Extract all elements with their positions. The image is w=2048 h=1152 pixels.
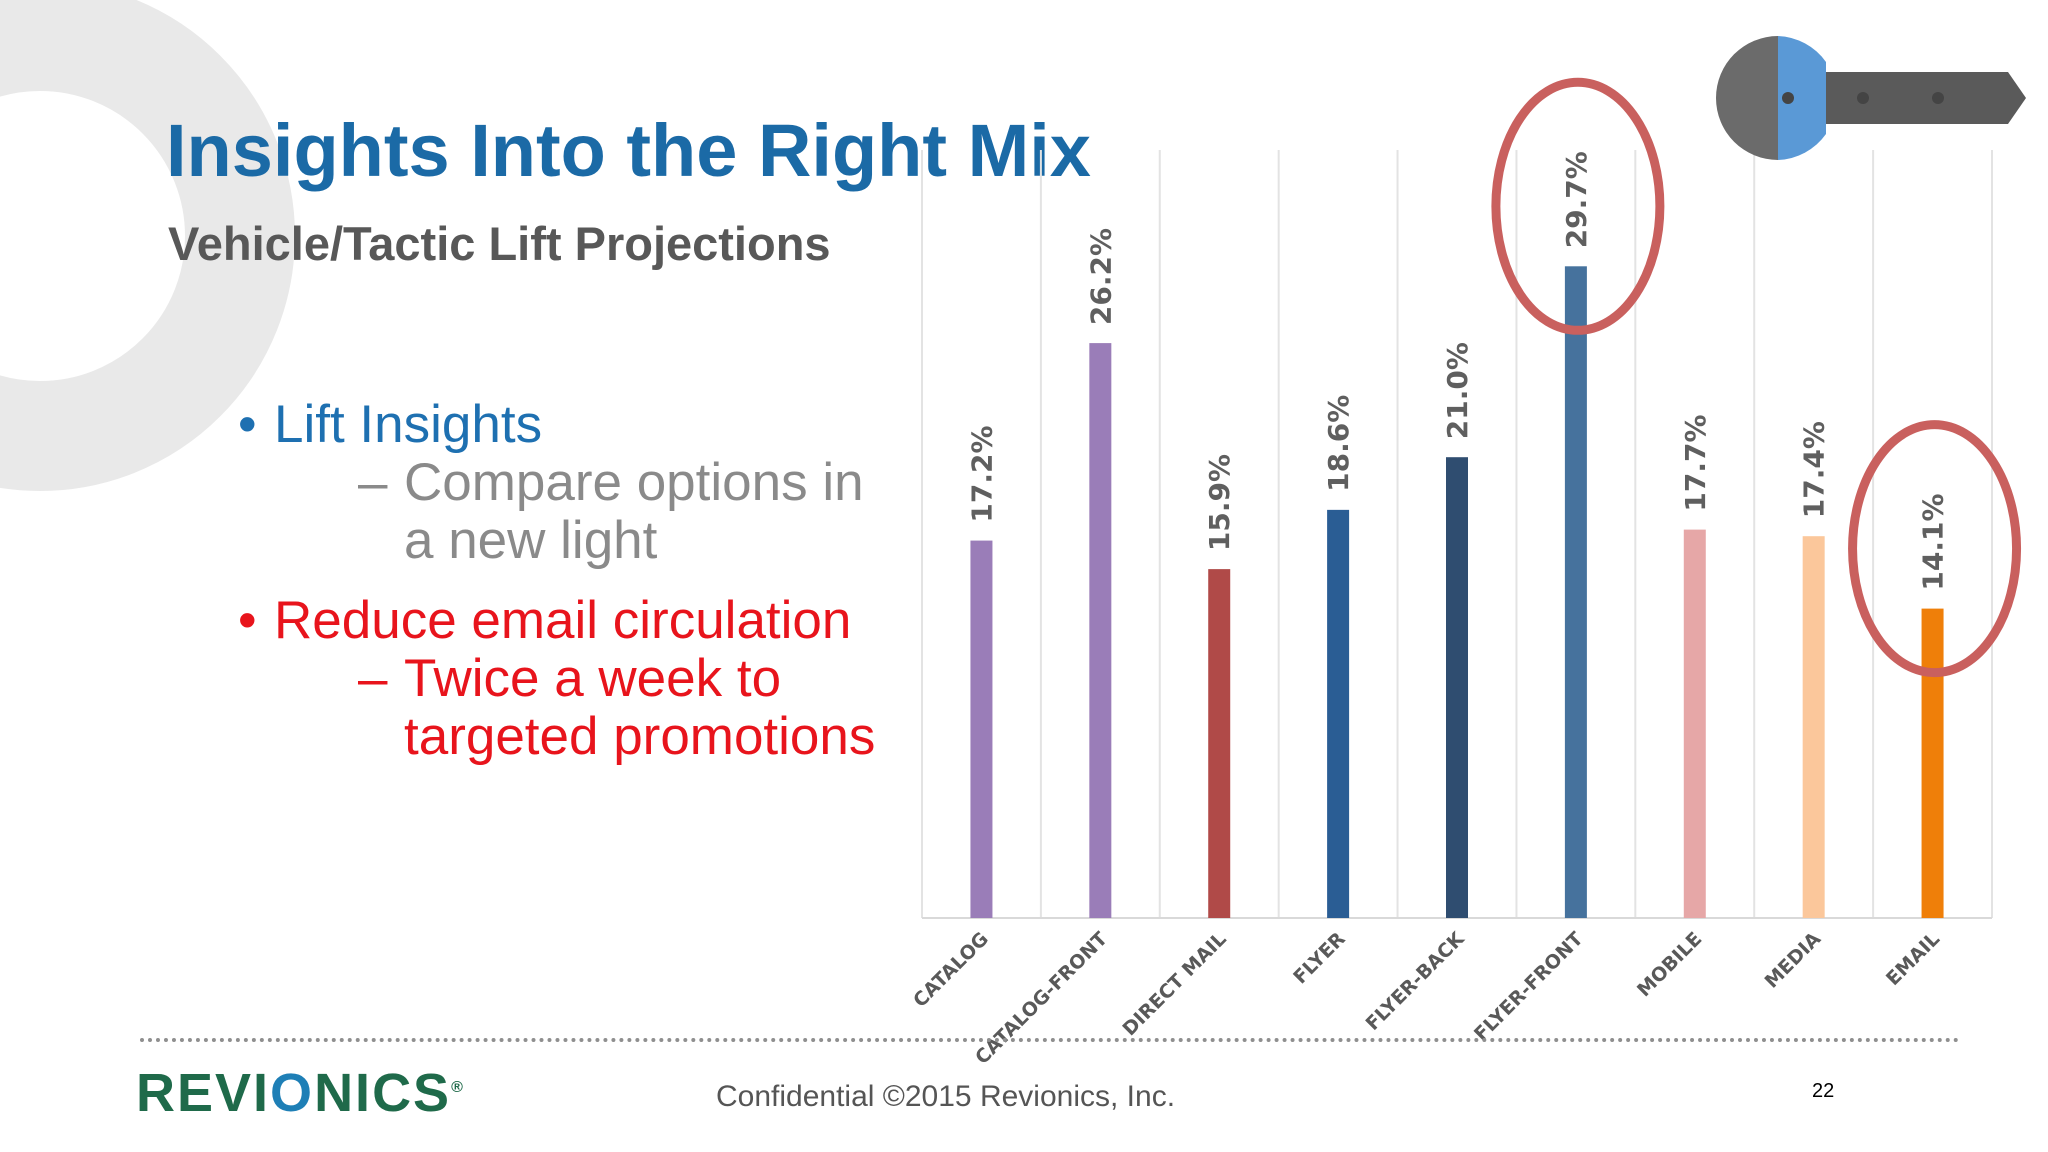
bar-mobile: [1683, 529, 1706, 918]
highlight-ring: [1491, 77, 1665, 335]
highlight-ring: [1848, 420, 2022, 678]
footer-confidential: Confidential ©2015 Revionics, Inc.: [716, 1080, 1176, 1113]
footer-divider: [140, 1038, 1960, 1042]
tick-label: FLYER: [1289, 928, 1350, 989]
bullet-reduce-email: • Reduce email circulation: [238, 592, 878, 650]
data-label: 18.6%: [1322, 395, 1355, 492]
dash-glyph: –: [358, 453, 388, 512]
dash-glyph: –: [358, 649, 388, 708]
tick-label: FLYER-BACK: [1362, 927, 1470, 1035]
tick-label: EMAIL: [1882, 928, 1944, 990]
sub-bullet-text: Compare options in a new light: [404, 453, 864, 570]
sub-bullet-twice-a-week: – Twice a week to targeted promotions: [358, 650, 878, 766]
revionics-logo: REVIONICS®: [136, 1062, 465, 1124]
logo-registered-mark: ®: [451, 1079, 465, 1096]
data-label: 17.7%: [1679, 414, 1712, 511]
data-label: 15.9%: [1203, 454, 1236, 551]
bar-email: [1921, 608, 1944, 918]
data-label: 26.2%: [1084, 228, 1117, 325]
data-label: 17.4%: [1798, 421, 1831, 518]
data-label: 29.7%: [1560, 151, 1593, 248]
tick-label: CATALOG-FRONT: [971, 928, 1112, 1069]
decorative-arc: [0, 0, 295, 491]
bullet-glyph: •: [238, 591, 257, 650]
bullet-text: Reduce email circulation: [274, 591, 852, 650]
logo-text-part2: O: [270, 1063, 315, 1123]
tick-label: DIRECT MAIL: [1118, 928, 1230, 1040]
bar-media: [1802, 536, 1825, 918]
slide-subtitle: Vehicle/Tactic Lift Projections: [168, 217, 831, 270]
sub-bullet-text: Twice a week to targeted promotions: [404, 649, 876, 766]
bullet-glyph: •: [238, 395, 257, 454]
sub-bullet-compare: – Compare options in a new light: [358, 454, 878, 570]
bullet-lift-insights: • Lift Insights: [238, 396, 878, 454]
data-label: 14.1%: [1917, 493, 1950, 590]
bullet-list: • Lift Insights – Compare options in a n…: [238, 396, 878, 766]
bullet-text: Lift Insights: [274, 395, 543, 454]
bar-catalog-front: [1089, 343, 1112, 918]
tick-label: FLYER-FRONT: [1470, 928, 1587, 1045]
page-number: 22: [1812, 1080, 1835, 1102]
logo-text-part3: NICS: [314, 1063, 452, 1123]
logo-text-part1: REVI: [136, 1063, 271, 1123]
slide-title: Insights Into the Right Mix: [166, 109, 1091, 192]
tick-label: CATALOG: [909, 928, 993, 1012]
tick-label: MOBILE: [1633, 928, 1706, 1001]
data-label: 21.0%: [1441, 342, 1474, 439]
bar-flyer-back: [1446, 457, 1468, 918]
key-icon: [1716, 36, 2026, 160]
bar-flyer: [1327, 509, 1350, 918]
bar-direct-mail: [1208, 569, 1231, 918]
tick-label: MEDIA: [1761, 928, 1826, 993]
bar-catalog: [970, 540, 993, 918]
data-label: 17.2%: [965, 425, 998, 522]
bar-flyer-front: [1564, 266, 1587, 919]
